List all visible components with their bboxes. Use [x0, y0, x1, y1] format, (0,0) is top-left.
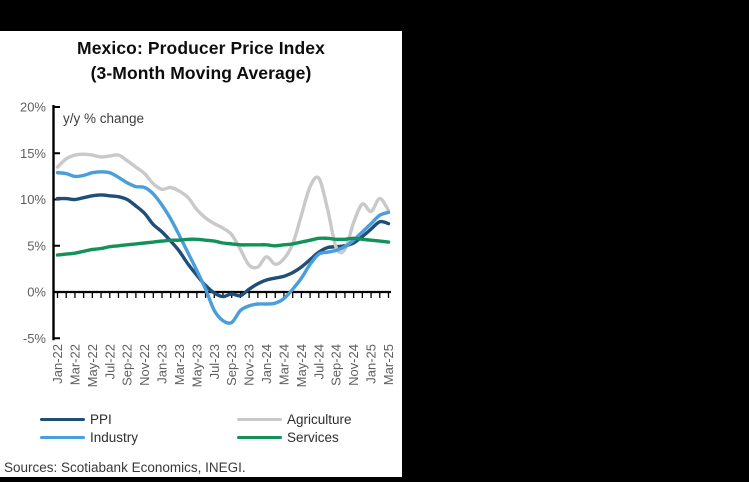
- y-tick-label: 15%: [20, 146, 46, 161]
- x-tick-label: Nov-22: [137, 344, 152, 386]
- series-line-services: [55, 236, 391, 257]
- x-tick-label: Jul-23: [207, 344, 222, 379]
- sources-note: Sources: Scotiabank Economics, INEGI.: [4, 460, 246, 475]
- legend-swatch-services: [237, 435, 282, 440]
- x-tick-label: Mar-22: [67, 344, 82, 385]
- series-line-ppi: [55, 193, 391, 299]
- x-tick-label: Sep-23: [224, 344, 239, 386]
- x-tick-label: Jul-24: [311, 344, 326, 379]
- x-tick-label: Mar-24: [276, 344, 291, 385]
- x-tick-label: Nov-23: [242, 344, 257, 386]
- x-tick-label: May-24: [294, 344, 309, 387]
- chart-card: Mexico: Producer Price Index (3-Month Mo…: [0, 31, 402, 477]
- x-tick-label: May-23: [189, 344, 204, 387]
- x-tick-label: Jan-25: [364, 344, 379, 384]
- legend-swatch-ppi: [40, 417, 85, 422]
- legend-item-agriculture: Agriculture: [237, 412, 397, 427]
- legend-label: Services: [287, 430, 339, 445]
- legend-swatch-agriculture: [237, 417, 282, 422]
- y-tick-label: 0%: [27, 285, 46, 300]
- chart-title-line2: (3-Month Moving Average): [90, 63, 312, 83]
- x-tick-label: Jan-23: [155, 344, 170, 384]
- y-axis: 20% 15% 10% 5% 0% -5%: [20, 100, 60, 346]
- legend-item-ppi: PPI: [40, 412, 237, 427]
- x-tick-label: Mar-25: [381, 344, 396, 385]
- x-tick-label: Jan-22: [50, 344, 65, 384]
- y-tick-label: 20%: [20, 100, 46, 115]
- y-tick-label: -5%: [23, 331, 47, 346]
- x-tick-label: Mar-23: [172, 344, 187, 385]
- legend-item-services: Services: [237, 430, 397, 445]
- y-tick-label: 10%: [20, 192, 46, 207]
- legend-swatch-industry: [40, 435, 85, 440]
- x-tick-label: Jul-22: [102, 344, 117, 379]
- x-tick-label: Sep-22: [120, 344, 135, 386]
- x-tick-label: May-22: [85, 344, 100, 387]
- x-tick-label: Nov-24: [346, 344, 361, 386]
- axis-note: y/y % change: [63, 111, 144, 126]
- x-axis: Jan-22 Mar-22 May-22 Jul-22 Sep-22 Nov-22 Jan-…: [50, 290, 396, 387]
- y-tick-label: 5%: [27, 238, 46, 253]
- legend-item-industry: Industry: [40, 430, 237, 445]
- x-tick-label: Jan-24: [259, 344, 274, 384]
- series-line-industry: [55, 170, 391, 325]
- x-tick-label: Sep-24: [329, 344, 344, 386]
- legend-label: Industry: [90, 430, 139, 445]
- chart-title: Mexico: Producer Price Index (3-Month Mo…: [0, 36, 402, 86]
- chart-legend: PPI Agriculture Industry Services: [40, 412, 397, 445]
- chart-plot: 20% 15% 10% 5% 0% -5%Jan-22 Mar-22 May-22 Jul-22…: [20, 100, 396, 388]
- legend-label: Agriculture: [287, 412, 352, 427]
- chart-title-line1: Mexico: Producer Price Index: [77, 38, 325, 58]
- legend-label: PPI: [90, 412, 112, 427]
